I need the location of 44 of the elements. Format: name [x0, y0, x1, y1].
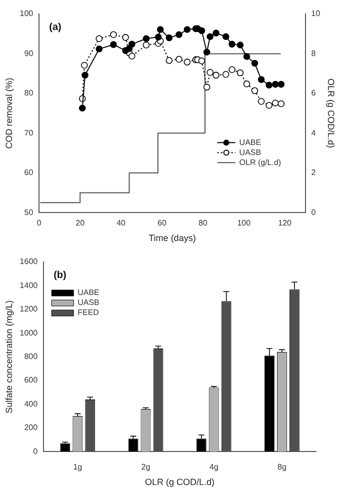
x-tick-label: 80 [198, 218, 208, 228]
y-axis-title: Sulfate concentration (mg/L) [4, 300, 14, 414]
x-tick-label: 4g [209, 462, 218, 472]
y2-tick-label: 0 [311, 208, 316, 217]
y2-tick-label: 10 [311, 9, 321, 18]
y-tick-label: 1200 [20, 304, 38, 314]
x-axis-title: OLR (g COD/L.d) [145, 477, 215, 488]
legend-label: UABE [78, 288, 100, 298]
y2-tick-label: 4 [311, 128, 316, 138]
y-tick-label: 70 [24, 128, 34, 138]
legend-label: UABE [239, 138, 262, 147]
legend-label: FEED [78, 308, 100, 318]
y-tick-label: 1400 [20, 280, 38, 290]
x-tick-label: 8g [277, 462, 286, 472]
y-tick-label: 80 [24, 88, 34, 98]
y-tick-label: 50 [24, 208, 34, 217]
x-axis-title: Time (days) [148, 233, 196, 244]
x-tick-label: 40 [116, 218, 126, 228]
y-tick-label: 100 [20, 9, 34, 18]
y-tick-label: 90 [24, 48, 34, 58]
x-tick-label: 60 [158, 218, 167, 228]
y-axis-title: COD removal (%) [4, 78, 14, 149]
y-tick-label: 400 [24, 399, 38, 408]
legend-label: UASB [239, 148, 262, 157]
y2-tick-label: 6 [311, 88, 316, 98]
y-tick-label: 800 [24, 352, 38, 362]
legend-label: OLR (g/L.d) [239, 158, 282, 167]
x-tick-label: 120 [278, 218, 292, 228]
x-tick-label: 2g [141, 462, 150, 472]
y-tick-label: 600 [24, 376, 38, 385]
y-tick-label: 1000 [20, 328, 38, 338]
text: (b) [54, 270, 66, 281]
y-tick-label: 0 [33, 446, 38, 456]
y2-axis-title: OLR (g COD/L.d) [326, 78, 336, 148]
y2-tick-label: 8 [311, 48, 316, 58]
x-tick-label: 100 [237, 218, 252, 228]
text: (a) [49, 22, 62, 33]
legend-label: UASB [78, 298, 100, 308]
y-tick-label: 60 [24, 168, 34, 178]
x-tick-label: 1g [73, 462, 82, 472]
y-tick-label: 200 [24, 423, 38, 432]
x-tick-label: 20 [76, 218, 86, 228]
y2-tick-label: 2 [311, 168, 316, 178]
y-tick-label: 1600 [20, 257, 38, 266]
